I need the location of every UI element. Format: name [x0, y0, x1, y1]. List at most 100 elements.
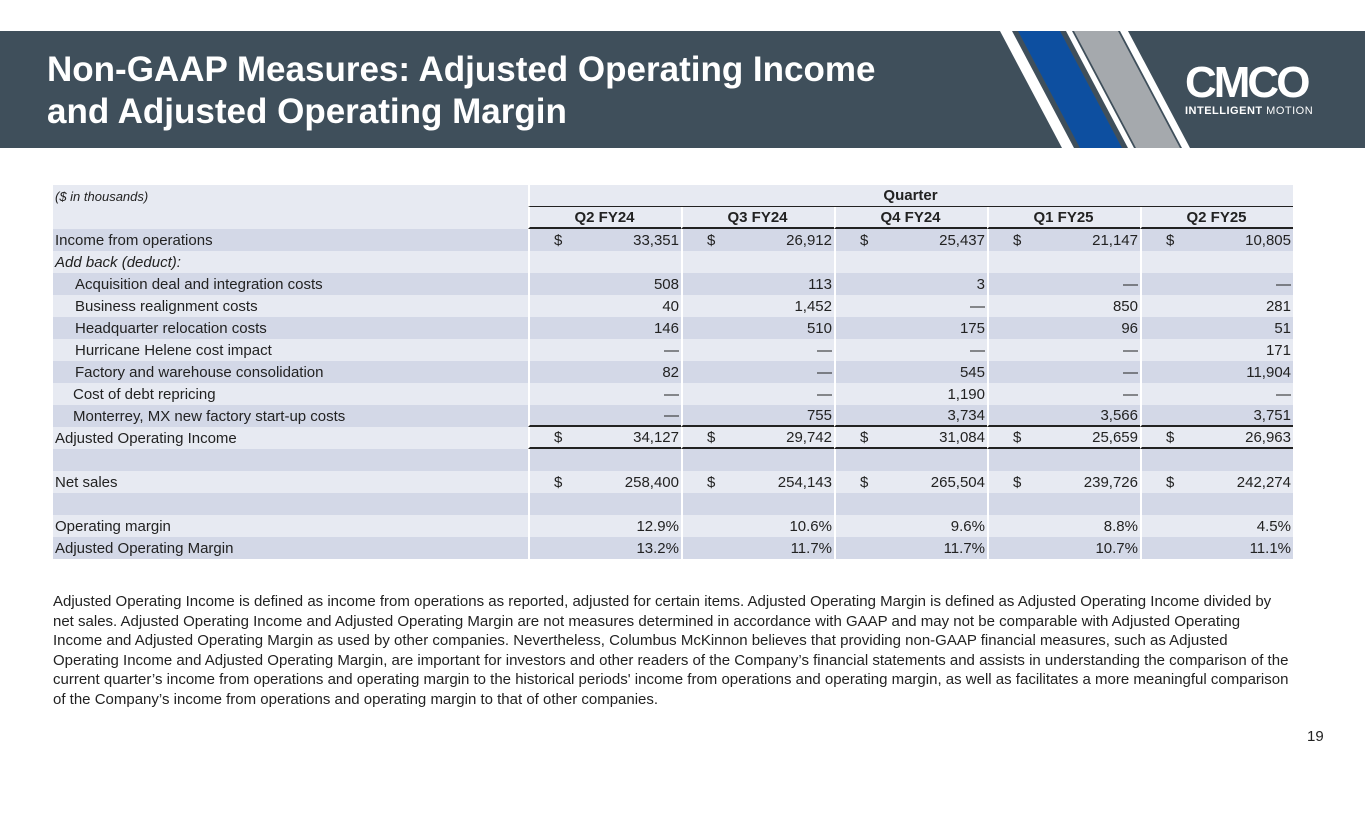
- cell-value: 3,566: [987, 405, 1140, 427]
- value-text: —: [970, 297, 985, 315]
- stripe-blue: [1018, 31, 1122, 148]
- cell-value: —: [834, 339, 987, 361]
- row-label: Factory and warehouse consolidation: [53, 361, 528, 383]
- value-text: 3,734: [947, 406, 985, 424]
- value-text: 1,190: [947, 385, 985, 403]
- cell-value: 755: [681, 405, 834, 427]
- cell-value: 281: [1140, 295, 1293, 317]
- cell-value: 10.6%: [681, 515, 834, 537]
- cell-value: 9.6%: [834, 515, 987, 537]
- stripe-white-1: [1000, 31, 1074, 148]
- col-header: Q2 FY25: [1140, 207, 1293, 229]
- value-text: 13.2%: [636, 539, 679, 557]
- table-row: [53, 449, 1293, 471]
- row-label: Income from operations: [53, 229, 528, 251]
- table-row: Hurricane Helene cost impact — — — — 171: [53, 339, 1293, 361]
- cell-value: —: [528, 383, 681, 405]
- cell-value: $29,742: [681, 427, 834, 449]
- value-text: 3: [976, 275, 985, 293]
- value-text: 10,805: [1245, 231, 1291, 249]
- cell-value: 146: [528, 317, 681, 339]
- value-text: 11.1%: [1249, 539, 1291, 557]
- value-text: 850: [1112, 297, 1138, 315]
- title-line-2: and Adjusted Operating Margin: [47, 92, 567, 131]
- cell-value: 10.7%: [987, 537, 1140, 559]
- row-label: Cost of debt repricing: [53, 383, 528, 405]
- cell-value: 4.5%: [1140, 515, 1293, 537]
- cell-value: [987, 449, 1140, 471]
- cell-value: [681, 493, 834, 515]
- table-row: Monterrey, MX new factory start-up costs…: [53, 405, 1293, 427]
- cell-value: [834, 449, 987, 471]
- cell-value: $258,400: [528, 471, 681, 493]
- row-label: Monterrey, MX new factory start-up costs: [53, 405, 528, 427]
- value-text: 281: [1265, 297, 1291, 315]
- value-text: 265,504: [930, 473, 985, 491]
- row-label: Operating margin: [53, 515, 528, 537]
- stripe-gray: [1074, 31, 1180, 148]
- value-text: 29,742: [786, 428, 832, 446]
- value-text: 171: [1265, 341, 1291, 359]
- row-label: Adjusted Operating Income: [53, 427, 528, 449]
- value-text: —: [817, 363, 832, 381]
- cell-value: [834, 493, 987, 515]
- value-text: 175: [959, 319, 985, 337]
- value-text: 1,452: [794, 297, 832, 315]
- cell-value: 545: [834, 361, 987, 383]
- dollar-sign: $: [554, 473, 563, 491]
- table-row: Factory and warehouse consolidation 82 — 54…: [53, 361, 1293, 383]
- value-text: 242,274: [1236, 473, 1291, 491]
- table-row: [53, 493, 1293, 515]
- table-row: Acquisition deal and integration costs 50…: [53, 273, 1293, 295]
- row-label: Hurricane Helene cost impact: [53, 339, 528, 361]
- value-text: —: [1276, 275, 1291, 293]
- cell-value: $34,127: [528, 427, 681, 449]
- cell-value: $25,659: [987, 427, 1140, 449]
- cell-value: —: [987, 361, 1140, 383]
- cell-value: 40: [528, 295, 681, 317]
- cell-value: [987, 493, 1140, 515]
- value-text: 33,351: [633, 231, 679, 249]
- cell-value: 1,452: [681, 295, 834, 317]
- cell-value: [528, 251, 681, 273]
- dollar-sign: $: [554, 231, 563, 249]
- cell-value: $26,912: [681, 229, 834, 251]
- value-text: 11.7%: [790, 539, 832, 557]
- cell-value: 113: [681, 273, 834, 295]
- dollar-sign: $: [860, 231, 869, 249]
- value-text: —: [1123, 275, 1138, 293]
- cell-value: $254,143: [681, 471, 834, 493]
- table-row: Add back (deduct):: [53, 251, 1293, 273]
- cell-value: [528, 449, 681, 471]
- value-text: —: [817, 341, 832, 359]
- cell-value: [528, 493, 681, 515]
- cell-value: 3,734: [834, 405, 987, 427]
- table-row: Income from operations $33,351 $26,912 $25,…: [53, 229, 1293, 251]
- cell-value: 11.1%: [1140, 537, 1293, 559]
- cell-value: [681, 251, 834, 273]
- cell-value: [987, 251, 1140, 273]
- value-text: 545: [959, 363, 985, 381]
- cell-value: —: [987, 273, 1140, 295]
- value-text: 51: [1274, 319, 1291, 337]
- title-line-1: Non-GAAP Measures: Adjusted Operating In…: [47, 50, 876, 89]
- row-label: Net sales: [53, 471, 528, 493]
- col-header: Q2 FY24: [528, 207, 681, 229]
- cell-value: 510: [681, 317, 834, 339]
- cell-value: —: [987, 383, 1140, 405]
- table-row: Net sales $258,400 $254,143 $265,504 $239,72…: [53, 471, 1293, 493]
- value-text: 258,400: [624, 473, 679, 491]
- cell-value: —: [1140, 383, 1293, 405]
- cell-value: 82: [528, 361, 681, 383]
- dollar-sign: $: [707, 473, 716, 491]
- cell-value: 8.8%: [987, 515, 1140, 537]
- value-text: 96: [1121, 319, 1138, 337]
- cell-value: 12.9%: [528, 515, 681, 537]
- value-text: 82: [662, 363, 679, 381]
- row-label: Headquarter relocation costs: [53, 317, 528, 339]
- tagline-light: MOTION: [1266, 105, 1314, 117]
- dollar-sign: $: [554, 428, 563, 446]
- value-text: 239,726: [1083, 473, 1138, 491]
- dollar-sign: $: [1166, 428, 1175, 446]
- logo-tagline: INTELLIGENT MOTION: [1185, 105, 1313, 117]
